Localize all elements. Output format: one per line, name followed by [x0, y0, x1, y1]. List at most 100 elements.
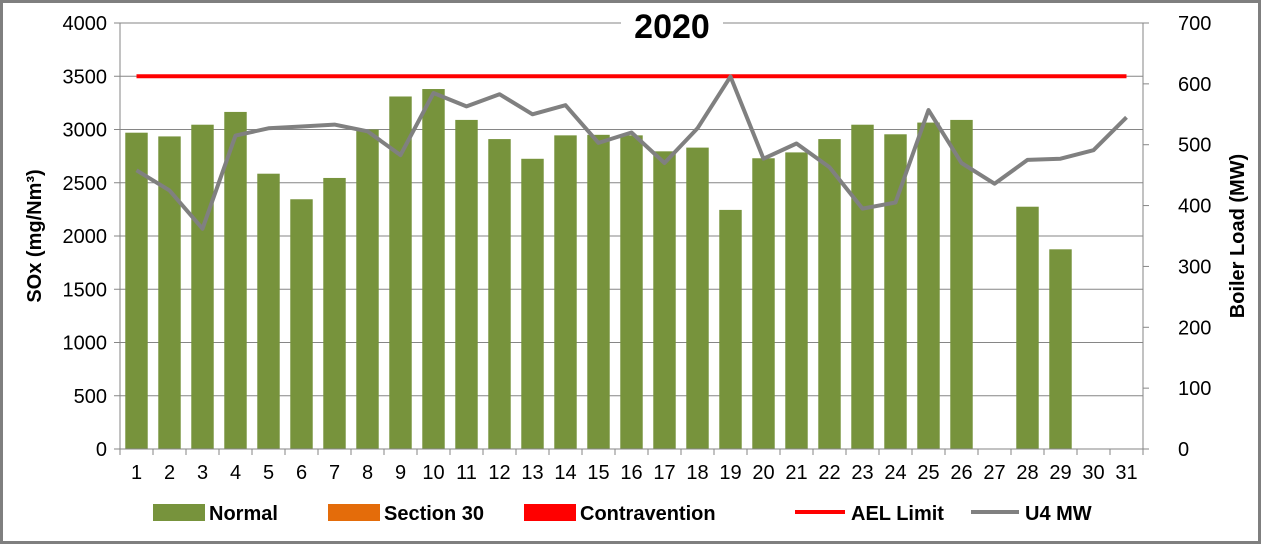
legend-label-ael-limit: AEL Limit — [851, 503, 944, 525]
x-tick-label: 27 — [983, 462, 1005, 484]
x-axis-ticks: 1 2 3 4 5 6 7 8 9 10 11 12 13 14 15 16 17 18 19 20 21 22 23 24 2… — [131, 462, 1138, 484]
x-tick-label: 1 — [131, 462, 142, 484]
legend-swatch-section-30 — [328, 504, 380, 521]
legend-label-u4-mw: U4 MW — [1025, 503, 1092, 525]
legend-item-u4-mw: U4 MW — [971, 503, 1092, 525]
y-tick-label: 0 — [96, 439, 107, 461]
y-axis-title: SOx (mg/Nm³) — [24, 169, 46, 302]
bar-normal — [917, 122, 940, 449]
legend-label-contravention: Contravention — [580, 503, 716, 525]
legend-item-section-30: Section 30 — [328, 503, 484, 525]
bar-normal — [488, 139, 511, 449]
bar-normal — [290, 199, 313, 449]
x-tick-label: 12 — [488, 462, 510, 484]
legend-swatch-normal — [153, 504, 205, 521]
x-tick-label: 19 — [719, 462, 741, 484]
bar-normal — [554, 135, 577, 450]
bar-normal — [752, 158, 775, 449]
bar-normal — [785, 152, 808, 449]
y2-tick-label: 700 — [1178, 13, 1211, 35]
x-tick-label: 21 — [785, 462, 807, 484]
legend-item-ael-limit: AEL Limit — [795, 503, 944, 525]
x-tick-label: 11 — [456, 462, 477, 484]
x-tick-label: 14 — [554, 462, 576, 484]
bar-normal — [653, 151, 676, 449]
line-u4-mw — [135, 74, 1128, 231]
bar-normal — [851, 124, 874, 450]
x-tick-label: 4 — [230, 462, 241, 484]
bar-normal — [257, 173, 280, 449]
x-tick-label: 6 — [296, 462, 307, 484]
bar-normal — [125, 132, 148, 449]
y2-tick-label: 400 — [1178, 196, 1211, 218]
x-tick-label: 18 — [686, 462, 708, 484]
y2-tick-label: 100 — [1178, 378, 1211, 400]
bar-normal — [455, 119, 478, 449]
bar-normal — [587, 134, 610, 449]
chart-title: 2020 — [634, 8, 710, 46]
y-tick-label: 3000 — [63, 120, 108, 142]
x-tick-label: 24 — [884, 462, 906, 484]
bar-normal — [884, 134, 907, 450]
legend-label-normal: Normal — [209, 503, 278, 525]
bar-normal — [356, 129, 379, 449]
y-tick-label: 3500 — [63, 66, 108, 88]
y2-tick-label: 0 — [1178, 439, 1189, 461]
x-tick-label: 31 — [1115, 462, 1137, 484]
bar-normal — [1016, 206, 1039, 449]
x-tick-label: 30 — [1082, 462, 1104, 484]
x-tick-label: 26 — [950, 462, 972, 484]
legend-item-contravention: Contravention — [524, 503, 716, 525]
x-tick-label: 25 — [917, 462, 939, 484]
x-tick-label: 15 — [587, 462, 609, 484]
axes — [114, 22, 1149, 455]
bar-normal — [191, 124, 214, 450]
chart-title-background — [621, 7, 723, 47]
y-tick-label: 1000 — [63, 333, 108, 355]
legend-label-section-30: Section 30 — [384, 503, 484, 525]
legend-item-normal: Normal — [153, 503, 278, 525]
y-tick-label: 1500 — [63, 279, 108, 301]
bars — [125, 89, 1072, 450]
x-tick-label: 17 — [653, 462, 675, 484]
x-tick-label: 20 — [752, 462, 774, 484]
y-tick-label: 2000 — [63, 226, 108, 248]
bar-normal — [158, 136, 181, 450]
bar-normal — [719, 209, 742, 449]
bar-normal — [818, 139, 841, 449]
bar-normal — [686, 147, 709, 450]
y2-tick-label: 200 — [1178, 317, 1211, 339]
y-tick-label: 500 — [74, 386, 107, 408]
y2-tick-label: 600 — [1178, 74, 1211, 96]
bar-normal — [521, 158, 544, 449]
x-tick-label: 9 — [395, 462, 406, 484]
legend-swatch-contravention — [524, 504, 576, 521]
x-tick-label: 22 — [818, 462, 840, 484]
right-axis-ticks: 0 100 200 300 400 500 600 700 — [1178, 13, 1211, 461]
y2-tick-label: 300 — [1178, 256, 1211, 278]
bar-normal — [422, 89, 445, 449]
left-axis-ticks: 0 500 1000 1500 2000 2500 3000 3500 4000 — [63, 13, 108, 461]
x-tick-label: 16 — [620, 462, 642, 484]
bar-normal — [389, 96, 412, 450]
x-tick-label: 10 — [422, 462, 444, 484]
x-tick-label: 2 — [164, 462, 175, 484]
bar-normal — [950, 119, 973, 449]
y2-axis-title: Boiler Load (MW) — [1227, 154, 1249, 318]
y-tick-label: 4000 — [63, 13, 108, 35]
y2-tick-label: 500 — [1178, 135, 1211, 157]
y-tick-label: 2500 — [63, 173, 108, 195]
x-tick-label: 13 — [521, 462, 543, 484]
legend: Normal Section 30 Contravention AEL Limi… — [153, 503, 1092, 525]
x-tick-label: 29 — [1049, 462, 1071, 484]
bar-normal — [620, 135, 643, 450]
bar-normal — [323, 177, 346, 449]
x-tick-label: 23 — [851, 462, 873, 484]
lines — [135, 74, 1128, 231]
bar-normal — [1049, 249, 1072, 449]
x-tick-label: 3 — [197, 462, 208, 484]
x-tick-label: 7 — [329, 462, 340, 484]
x-tick-label: 28 — [1016, 462, 1038, 484]
